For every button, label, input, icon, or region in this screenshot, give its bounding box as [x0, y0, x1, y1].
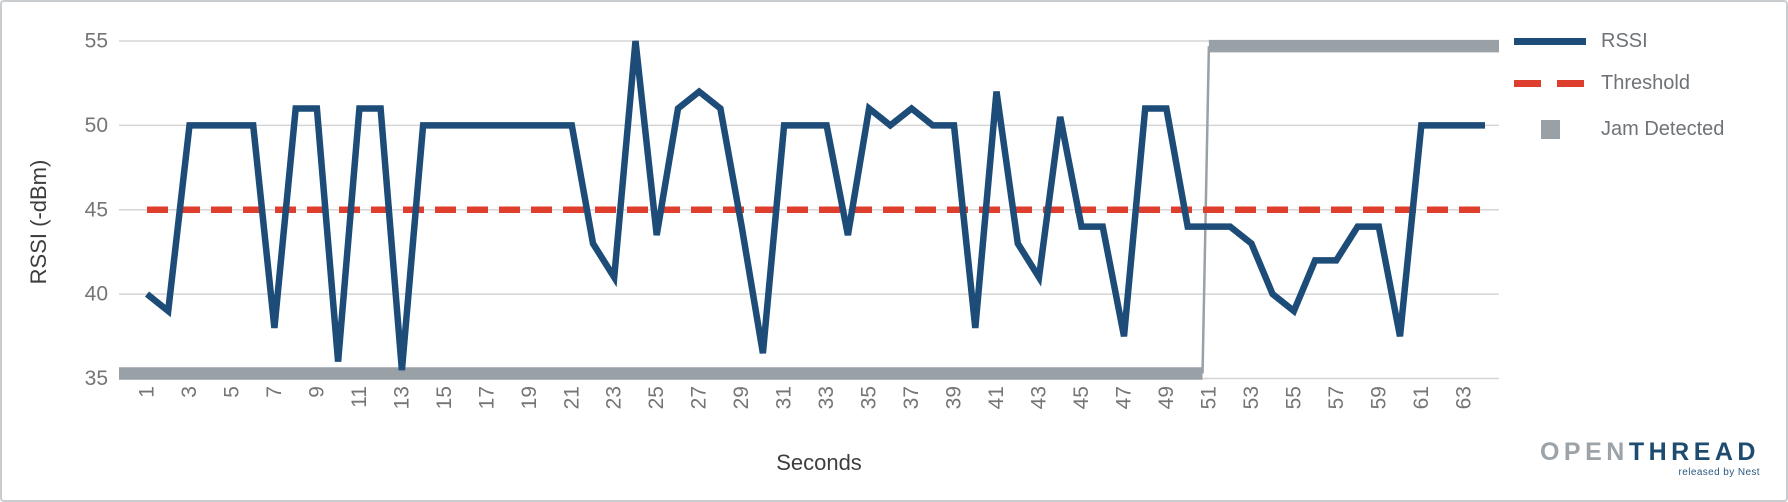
svg-text:53: 53: [1240, 386, 1263, 409]
svg-text:15: 15: [433, 386, 456, 409]
openthread-logo: OPENTHREAD released by Nest: [1540, 440, 1760, 478]
svg-text:55: 55: [85, 30, 108, 53]
svg-text:50: 50: [85, 114, 108, 137]
svg-text:33: 33: [815, 386, 838, 409]
logo-tagline: released by Nest: [1678, 467, 1760, 478]
svg-text:49: 49: [1155, 386, 1178, 409]
svg-text:13: 13: [390, 386, 413, 409]
svg-text:1: 1: [136, 386, 159, 398]
legend-label-rssi: RSSI: [1601, 29, 1648, 52]
rssi-line: [144, 40, 1485, 371]
y-axis-title: RSSI (-dBm): [26, 159, 51, 285]
svg-text:43: 43: [1028, 386, 1051, 409]
svg-text:57: 57: [1325, 386, 1348, 409]
svg-text:63: 63: [1452, 386, 1475, 409]
svg-text:45: 45: [1070, 386, 1093, 409]
logo-thread-text: THREAD: [1628, 438, 1760, 466]
svg-text:17: 17: [475, 386, 498, 409]
legend-item-jam-detected: Jam Detected: [1514, 117, 1725, 140]
legend-item-threshold: Threshold: [1514, 71, 1690, 94]
svg-text:35: 35: [85, 367, 108, 390]
svg-text:21: 21: [560, 386, 583, 409]
svg-text:59: 59: [1367, 386, 1390, 409]
jam-detected-square-swatch-icon: [1540, 119, 1560, 139]
svg-text:7: 7: [263, 386, 286, 398]
svg-text:39: 39: [943, 386, 966, 409]
svg-text:45: 45: [85, 198, 108, 221]
svg-text:37: 37: [900, 386, 923, 409]
svg-text:35: 35: [858, 386, 881, 409]
logo-open-text: OPEN: [1539, 438, 1629, 466]
svg-text:61: 61: [1410, 386, 1433, 409]
svg-text:51: 51: [1197, 386, 1220, 409]
svg-text:19: 19: [518, 386, 541, 409]
svg-text:3: 3: [178, 386, 201, 398]
svg-text:27: 27: [688, 386, 711, 409]
svg-text:25: 25: [645, 386, 668, 409]
svg-text:5: 5: [220, 386, 243, 398]
svg-text:55: 55: [1282, 386, 1305, 409]
legend-item-rssi: RSSI: [1514, 29, 1648, 52]
x-axis-tick-labels: 1 3 5 7 9 11 13 15 17 19 21 23 25 27 29 31 33 35 37 39 41 43 4…: [136, 386, 1476, 409]
svg-text:11: 11: [348, 386, 371, 408]
y-axis-tick-labels: 35 40 45 50 55: [85, 30, 108, 391]
svg-text:29: 29: [730, 386, 753, 409]
x-axis-title: Seconds: [776, 450, 862, 475]
legend-label-jam-detected: Jam Detected: [1601, 117, 1725, 140]
legend-label-threshold: Threshold: [1601, 71, 1690, 94]
svg-text:47: 47: [1112, 386, 1135, 409]
rssi-line-swatch-icon: [1514, 37, 1586, 45]
svg-text:23: 23: [603, 386, 626, 409]
svg-text:9: 9: [305, 386, 328, 398]
svg-text:31: 31: [773, 386, 796, 409]
svg-text:40: 40: [85, 283, 108, 306]
svg-text:41: 41: [985, 386, 1008, 409]
threshold-dash-swatch-icon: [1514, 79, 1586, 87]
